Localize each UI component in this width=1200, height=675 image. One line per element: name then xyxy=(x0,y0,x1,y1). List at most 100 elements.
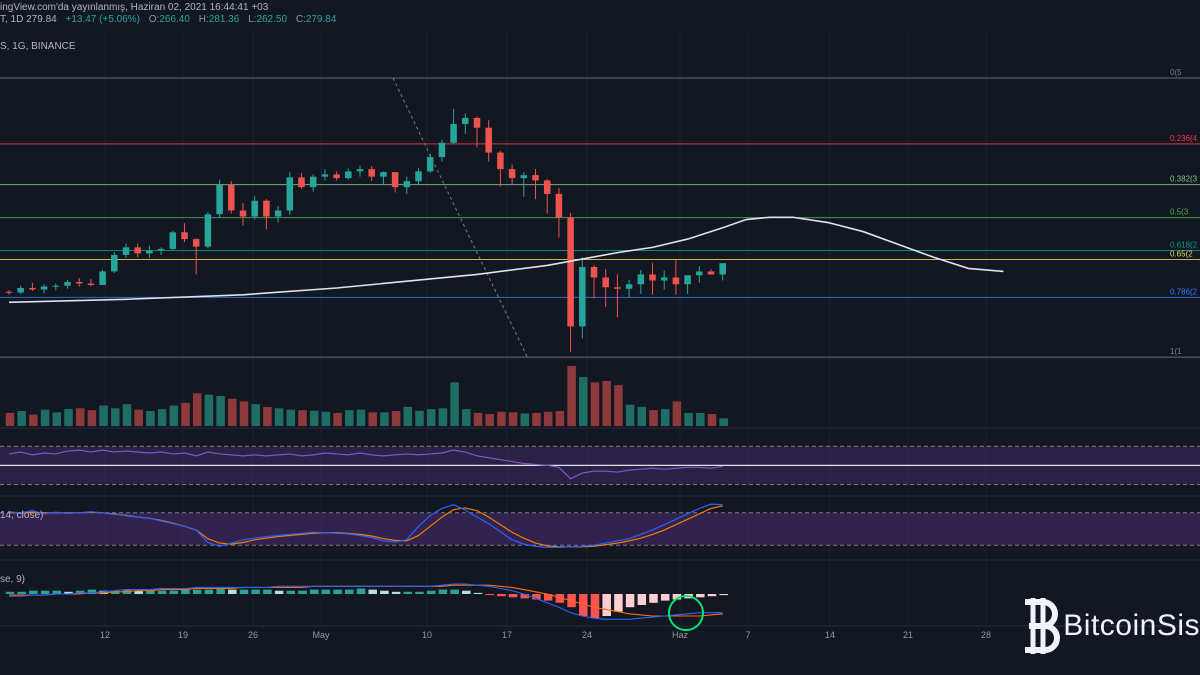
macd-histogram-bar xyxy=(40,590,50,594)
candle-body xyxy=(75,281,83,284)
volume-bar xyxy=(274,408,284,426)
x-tick-label: 24 xyxy=(582,630,592,640)
macd-histogram-bar xyxy=(579,594,588,616)
volume-bar xyxy=(508,412,518,426)
volume-bar xyxy=(298,410,307,426)
candle-body xyxy=(532,175,539,181)
candle-body xyxy=(239,210,247,217)
candle-body xyxy=(146,250,153,254)
published-line: ingView.com'da yayınlanmış, Haziran 02, … xyxy=(0,2,269,13)
candle-body xyxy=(450,123,457,143)
candle-body xyxy=(251,200,258,217)
macd-histogram-bar xyxy=(672,594,682,600)
fib-label-0-236: 0.236(4 xyxy=(1170,134,1198,143)
macd-histogram-bar xyxy=(192,589,202,594)
candle-body xyxy=(345,171,352,179)
candle-body xyxy=(216,184,223,215)
volume-bar xyxy=(614,385,623,426)
volume-bar xyxy=(333,412,342,426)
macd-line xyxy=(9,583,723,620)
candle-body xyxy=(426,157,434,172)
candle-body xyxy=(263,200,270,217)
macd-histogram-bar xyxy=(157,590,167,594)
stoch-label: 14, close) xyxy=(0,510,44,521)
macd-histogram-bar xyxy=(309,589,319,594)
fib-label-0-786: 0.786(2 xyxy=(1170,287,1198,296)
volume-bar xyxy=(415,410,424,426)
candle-body xyxy=(298,177,305,188)
volume-bar xyxy=(5,412,15,426)
candle-body xyxy=(462,117,469,124)
macd-histogram-bar xyxy=(707,594,717,597)
volume-bar xyxy=(450,382,459,426)
volume-bar xyxy=(228,398,237,426)
close-value: 279.84 xyxy=(305,14,337,25)
macd-histogram-bar xyxy=(625,594,635,608)
candle-body xyxy=(660,277,668,281)
macd-histogram-bar xyxy=(216,588,225,594)
macd-histogram-bar xyxy=(134,590,143,594)
candle-body xyxy=(637,274,645,285)
macd-histogram-bar xyxy=(251,589,260,594)
x-tick-label: May xyxy=(312,630,330,640)
volume-bar xyxy=(649,410,658,426)
stoch-k-line xyxy=(8,503,723,548)
volume-bar xyxy=(532,412,541,426)
x-tick-label: 26 xyxy=(248,630,258,640)
volume-bar xyxy=(579,376,588,426)
volume-bar xyxy=(321,411,331,426)
candle-body xyxy=(719,263,726,275)
x-tick-label: 7 xyxy=(745,630,750,640)
moving-average-line xyxy=(8,216,1004,304)
candle-body xyxy=(228,184,235,211)
volume-bar xyxy=(403,406,413,426)
x-tick-label: 14 xyxy=(825,630,835,640)
macd-histogram-bar xyxy=(590,594,600,619)
candle-body xyxy=(204,214,212,247)
candle-body xyxy=(5,291,13,293)
macd-histogram-bar xyxy=(87,589,97,594)
macd-histogram-bar xyxy=(274,590,284,594)
volume-bar xyxy=(438,408,448,426)
volume-bar xyxy=(707,414,717,426)
macd-histogram-bar xyxy=(637,594,647,605)
candle-body xyxy=(543,180,551,194)
macd-histogram-bar xyxy=(719,594,728,596)
candle-body xyxy=(508,169,516,179)
candle-body xyxy=(567,217,574,327)
candle-body xyxy=(391,172,399,188)
candle-body xyxy=(40,286,48,290)
candle-body xyxy=(321,174,329,177)
volume-bar xyxy=(251,404,260,426)
volume-bar xyxy=(345,410,354,426)
macd-histogram-bar xyxy=(497,594,506,597)
volume-bar xyxy=(590,382,600,426)
macd-histogram-bar xyxy=(204,589,214,594)
macd-histogram-bar xyxy=(368,589,377,594)
volume-bar xyxy=(543,411,553,426)
macd-histogram-bar xyxy=(75,590,85,594)
x-tick-label: Haz xyxy=(672,630,689,640)
macd-histogram-bar xyxy=(485,594,494,596)
volume-bar xyxy=(122,404,132,426)
volume-bar xyxy=(473,412,483,426)
macd-histogram-bar xyxy=(286,590,296,594)
candle-body xyxy=(684,275,691,285)
candle-body xyxy=(696,271,703,276)
rsi-line xyxy=(8,449,723,480)
volume-bar xyxy=(146,411,155,426)
volume-bar xyxy=(87,410,97,426)
candle-body xyxy=(625,284,633,289)
candle-body xyxy=(122,247,130,255)
macd-histogram-bar xyxy=(29,590,38,594)
macd-histogram-bar xyxy=(532,594,541,600)
macd-histogram-bar xyxy=(426,590,436,594)
volume-bar xyxy=(602,381,611,426)
volume-bar xyxy=(625,404,635,426)
publisher-text: T, 1D xyxy=(0,14,24,25)
candle-body xyxy=(672,277,680,285)
volume-bar xyxy=(157,409,167,426)
volume-bar xyxy=(181,402,190,426)
